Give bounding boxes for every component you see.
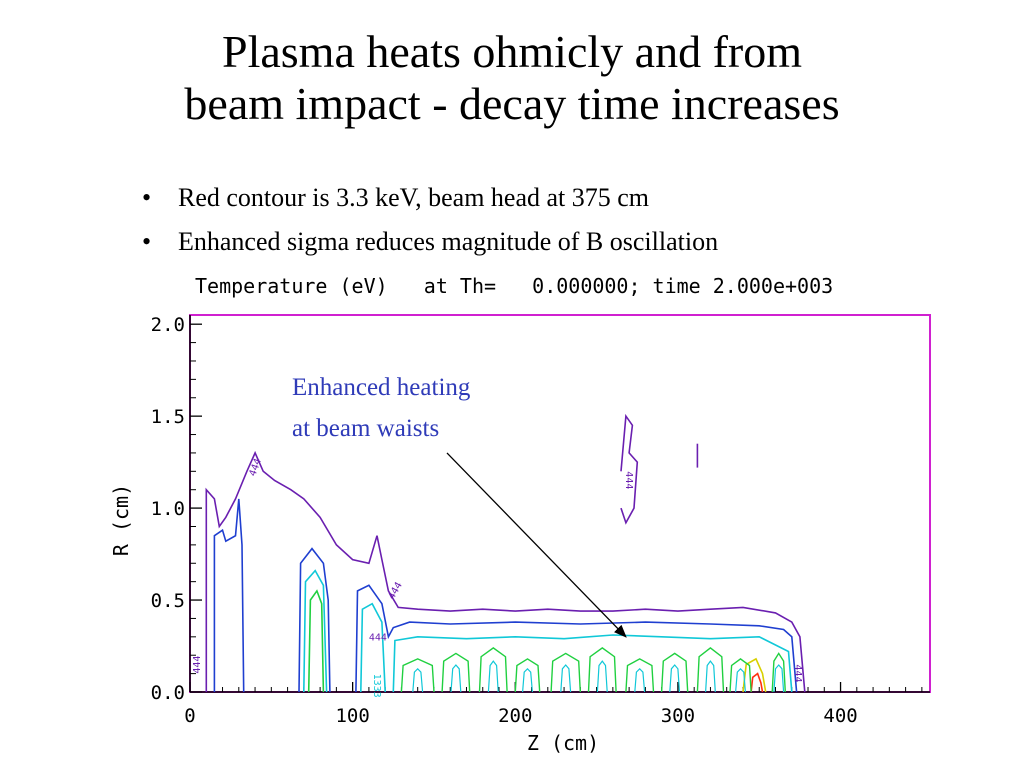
slide-title: Plasma heats ohmicly and from beam impac…: [0, 26, 1024, 130]
x-tick-label: 200: [498, 705, 532, 727]
contour-arch: [660, 652, 689, 693]
y-tick-label: 1.5: [151, 406, 185, 428]
y-tick-label: 1.0: [151, 498, 185, 520]
contour-arch-inner: [705, 660, 716, 693]
contour-arch: [400, 658, 435, 693]
x-tick-label: 300: [661, 705, 695, 727]
contour-arch: [478, 647, 508, 693]
x-axis-label: Z (cm): [527, 731, 599, 755]
x-tick-label: 100: [335, 705, 369, 727]
contour-line: [298, 547, 331, 693]
contour-arch-inner: [560, 664, 572, 693]
y-tick-label: 0.0: [151, 682, 185, 704]
contour-arch-inner: [450, 664, 462, 693]
contour-line: [303, 569, 328, 693]
annotation-arrow: [446, 452, 627, 638]
y-axis-label: R (cm): [109, 484, 133, 556]
contour-level-label: 444: [192, 656, 203, 674]
axes: 0 100 200 300 400 0.0 0.5 1.0 1.5 2.0: [151, 314, 930, 727]
annotation-line-1: Enhanced heating: [292, 374, 471, 401]
contour-line: [360, 602, 386, 693]
contour-level-label: 444: [623, 471, 634, 489]
contour-line: [205, 450, 806, 693]
plot-frame: [189, 314, 931, 693]
contour-arch: [696, 647, 725, 693]
contour-arch: [625, 658, 655, 693]
contour-line: [620, 413, 639, 525]
contour-level-label: 444: [248, 457, 265, 478]
contour-arch: [771, 652, 786, 693]
contour-lines: 444 444 444 444 444 444 1333: [192, 413, 806, 698]
contour-level-label: 444: [792, 664, 803, 682]
annotation-line-2: at beam waists: [292, 415, 439, 442]
x-tick-label: 0: [184, 705, 195, 727]
contour-arch-inner: [596, 660, 608, 693]
bullet-item: Enhanced sigma reduces magnitude of B os…: [142, 224, 718, 268]
chart-title: Temperature (eV) at Th= 0.000000; time 2…: [195, 274, 833, 298]
contour-line: [355, 584, 798, 693]
contour-level-label: 1333: [371, 674, 382, 698]
contour-arch-inner: [487, 660, 499, 693]
contour-level-label: 444: [386, 580, 405, 601]
bullet-item: Red contour is 3.3 keV, beam head at 375…: [142, 180, 718, 224]
title-line-1: Plasma heats ohmicly and from: [222, 26, 802, 77]
contour-arch: [587, 647, 617, 693]
y-tick-label: 0.5: [151, 590, 185, 612]
contour-line: [213, 498, 245, 693]
contour-line: [750, 672, 764, 693]
contour-arch-inner: [669, 664, 681, 693]
contour-arch: [729, 658, 752, 693]
x-tick-label: 400: [823, 705, 857, 727]
contour-line: [307, 589, 325, 693]
title-line-2: beam impact - decay time increases: [184, 78, 840, 129]
bullet-list: Red contour is 3.3 keV, beam head at 375…: [142, 180, 718, 268]
contour-arch-inner: [634, 667, 646, 693]
contour-arch-inner: [773, 664, 785, 693]
contour-level-label: 444: [369, 633, 387, 644]
contour-arch: [550, 652, 581, 693]
contour-arch-inner: [522, 667, 533, 693]
contour-arch: [441, 652, 471, 693]
contour-arch-inner: [412, 667, 424, 693]
contour-arch: [514, 658, 541, 693]
y-tick-label: 2.0: [151, 314, 185, 336]
contour-arch-inner: [735, 667, 746, 693]
contour-line: [742, 657, 767, 693]
contour-line: [392, 634, 793, 693]
